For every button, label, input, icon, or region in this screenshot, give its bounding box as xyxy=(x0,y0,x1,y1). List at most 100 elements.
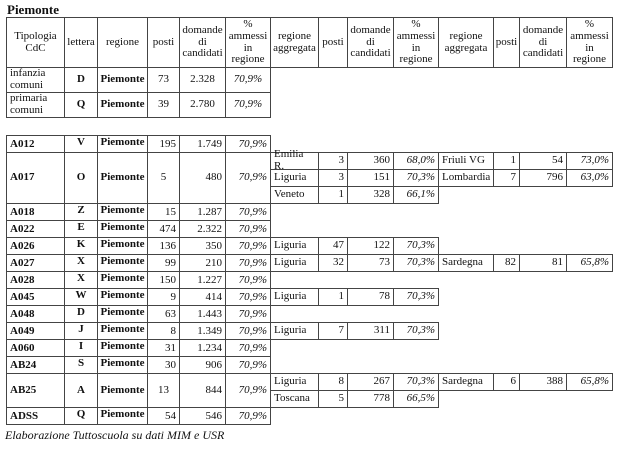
cell-regione: Piemonte xyxy=(97,203,148,221)
cell-posti: 73 xyxy=(147,67,180,93)
cell-posti: 31 xyxy=(147,339,180,357)
cell-posti: 99 xyxy=(147,254,180,272)
cell-code: ADSS xyxy=(6,407,65,425)
cell-agg-regione: Sardegna xyxy=(438,373,494,391)
cell-code-text: A048 xyxy=(10,308,35,321)
cell-pct-text: 70,9% xyxy=(238,383,267,396)
cell-posti-text: 8 xyxy=(170,325,177,338)
cell-agg-domande: 151 xyxy=(347,169,394,187)
cell-lettera: I xyxy=(64,339,98,357)
cell-regione-text: Piemonte xyxy=(100,255,145,267)
cell-posti: 150 xyxy=(147,271,180,289)
cell-code-text: A045 xyxy=(10,291,35,304)
cell-pct: 70,9% xyxy=(225,339,271,357)
cell-agg-posti: 47 xyxy=(318,237,348,255)
cell-lettera-text: X xyxy=(77,255,85,267)
cell-lettera-text: D xyxy=(77,306,85,318)
cell-domande: 2.328 xyxy=(179,67,226,93)
cell-regione: Piemonte xyxy=(97,407,148,425)
cell-regione-text: Piemonte xyxy=(100,289,145,301)
cell-lettera: J xyxy=(64,322,98,340)
cell-agg-pct-text: 70,3% xyxy=(406,171,435,184)
cell-regione: Piemonte xyxy=(97,152,148,204)
cell-domande: 2.780 xyxy=(179,92,226,118)
cell-agg-posti-text: 1 xyxy=(338,290,345,303)
cell-lettera: X xyxy=(64,254,98,272)
header-agg1-domande-text: domande di candidati xyxy=(350,24,391,60)
cell-domande-text: 2.328 xyxy=(190,73,215,86)
cell-regione: Piemonte xyxy=(97,322,148,340)
header-agg1-pct-text: % ammessi in regione xyxy=(396,18,436,66)
cell-agg-pct: 70,3% xyxy=(393,169,439,187)
cell-agg-pct-text: 68,0% xyxy=(406,154,435,167)
cell-agg-domande-text: 796 xyxy=(546,171,564,184)
cell-regione: Piemonte xyxy=(97,237,148,255)
cell-domande-text: 414 xyxy=(205,291,223,304)
cell-posti: 63 xyxy=(147,305,180,323)
cell-agg-domande: 78 xyxy=(347,288,394,306)
cell-posti: 5 xyxy=(147,152,180,204)
cell-regione-text: Piemonte xyxy=(100,340,145,352)
cell-lettera-text: J xyxy=(78,323,84,335)
cell-lettera-text: I xyxy=(78,340,84,352)
cell-posti-text: 54 xyxy=(165,410,176,423)
header-agg1-domande: domande di candidati xyxy=(347,17,394,68)
cell-domande: 2.322 xyxy=(179,220,226,238)
cell-pct: 70,9% xyxy=(225,254,271,272)
cell-agg-domande: 73 xyxy=(347,254,394,272)
cell-agg-regione: Liguria xyxy=(270,237,319,255)
header-posti: posti xyxy=(147,17,180,68)
cell-code-text: A026 xyxy=(10,240,35,253)
cell-code-text: A017 xyxy=(10,171,35,184)
header-tipologia-text: Tipologia CdC xyxy=(14,29,57,54)
cell-agg-pct: 65,8% xyxy=(566,254,613,272)
cell-agg-domande: 81 xyxy=(519,254,567,272)
cell-regione: Piemonte xyxy=(97,356,148,374)
cell-code: A026 xyxy=(6,237,65,255)
cell-posti: 30 xyxy=(147,356,180,374)
cell-agg-pct: 66,1% xyxy=(393,186,439,204)
cell-agg-pct-text: 65,8% xyxy=(580,375,609,388)
cell-agg-pct-text: 63,0% xyxy=(580,171,609,184)
cell-agg-posti: 82 xyxy=(493,254,520,272)
cell-posti: 13 xyxy=(147,373,180,408)
cell-agg-posti-text: 5 xyxy=(338,392,345,405)
cell-posti-text: 39 xyxy=(158,98,169,111)
cell-agg-posti-text: 3 xyxy=(338,154,345,167)
cell-lettera-text: S xyxy=(77,357,85,369)
header-lettera: lettera xyxy=(64,17,98,68)
cell-regione-text: Piemonte xyxy=(100,357,145,369)
cell-regione: Piemonte xyxy=(97,220,148,238)
cell-agg-regione: Liguria xyxy=(270,288,319,306)
cell-code: A048 xyxy=(6,305,65,323)
cell-agg-posti-text: 82 xyxy=(505,256,516,269)
cell-lettera: Q xyxy=(64,92,98,118)
cell-lettera-text: D xyxy=(77,73,85,86)
cell-agg-regione-text: Toscana xyxy=(274,392,310,405)
cell-agg-regione: Friuli VG xyxy=(438,152,494,170)
cell-pct: 70,9% xyxy=(225,356,271,374)
cell-domande-text: 2.780 xyxy=(190,98,215,111)
cell-posti: 195 xyxy=(147,135,180,153)
cell-agg-posti-text: 7 xyxy=(510,171,517,184)
cell-regione-text: Piemonte xyxy=(100,136,145,148)
cell-regione: Piemonte xyxy=(97,305,148,323)
cell-regione: Piemonte xyxy=(97,339,148,357)
cell-pct-text: 70,9% xyxy=(233,73,263,86)
cell-pct: 70,9% xyxy=(225,135,271,153)
cell-agg-regione-text: Friuli VG xyxy=(442,154,485,167)
cell-regione-text: Piemonte xyxy=(100,408,145,420)
cell-domande: 210 xyxy=(179,254,226,272)
cell-agg-posti: 3 xyxy=(318,152,348,170)
cell-agg-domande-text: 81 xyxy=(552,256,563,269)
cell-lettera: K xyxy=(64,237,98,255)
cell-lettera-text: Q xyxy=(76,98,86,111)
cell-code: A045 xyxy=(6,288,65,306)
cell-code: A018 xyxy=(6,203,65,221)
cell-agg-domande-text: 73 xyxy=(379,256,390,269)
cell-pct: 70,9% xyxy=(225,373,271,408)
header-domande-text: domande di candidati xyxy=(182,24,223,60)
cell-posti-text: 31 xyxy=(165,342,176,355)
section-title: Piemonte xyxy=(7,2,59,17)
